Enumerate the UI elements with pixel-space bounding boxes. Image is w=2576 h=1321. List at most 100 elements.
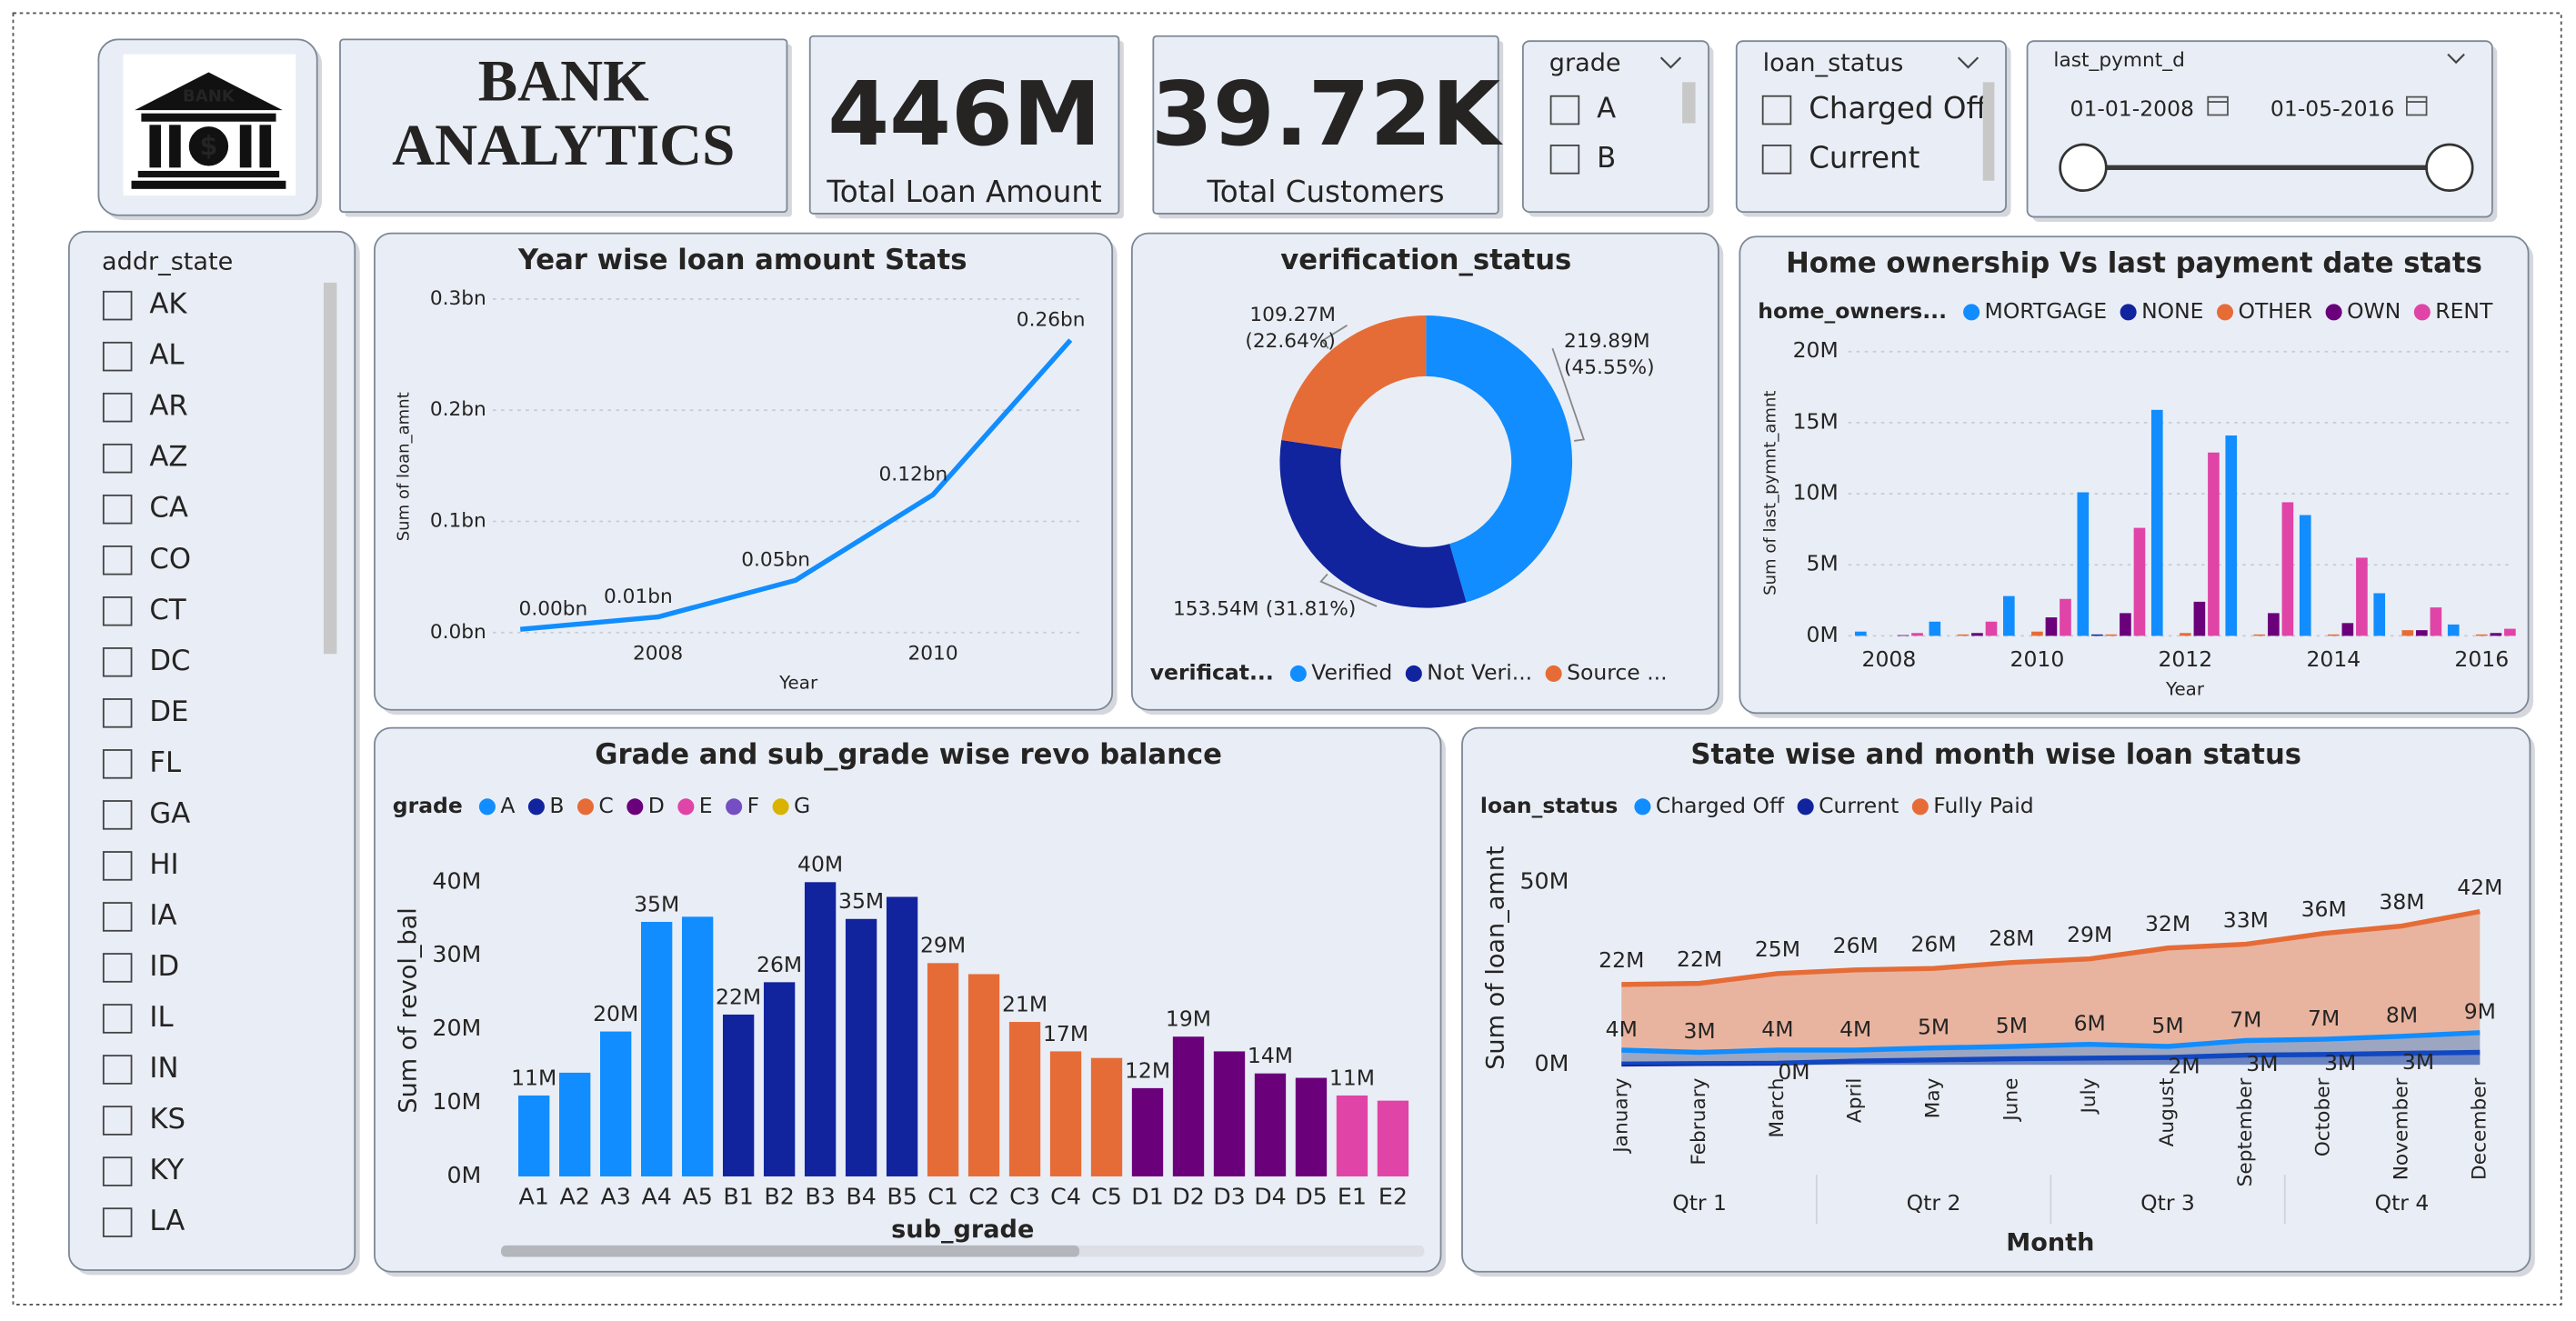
y-tick-label: 0.2bn: [430, 398, 486, 421]
checkbox[interactable]: [102, 341, 133, 372]
x-tick-label: January: [1609, 1077, 1632, 1154]
checkbox[interactable]: [102, 1156, 133, 1186]
legend-label: NONE: [2141, 298, 2203, 324]
x-group-label: Qtr 1: [1672, 1190, 1727, 1216]
data-label: 36M: [2301, 896, 2347, 922]
y-tick-label: 20M: [1793, 337, 1839, 363]
range-handle[interactable]: [2059, 143, 2108, 192]
y-axis-title: Sum of loan_amnt: [394, 392, 413, 541]
checkbox[interactable]: [102, 953, 133, 983]
dropdown-chevron[interactable]: [1659, 56, 1682, 69]
checkbox[interactable]: [102, 1004, 133, 1034]
checkbox[interactable]: [102, 698, 133, 728]
y-tick-label: 10M: [432, 1088, 481, 1115]
dropdown-chevron[interactable]: [2447, 53, 2465, 65]
checkbox[interactable]: [102, 392, 133, 423]
x-tick-label: C1: [927, 1183, 958, 1209]
slicer-item: B: [1597, 142, 1616, 175]
bar: [1090, 1057, 1123, 1176]
x-tick-label: August: [2156, 1078, 2179, 1147]
slicer-item: IA: [149, 899, 176, 932]
checkbox[interactable]: [102, 851, 133, 881]
data-label: 25M: [1755, 936, 1800, 962]
bar: [2268, 613, 2280, 636]
checkbox[interactable]: [1549, 95, 1580, 125]
slicer-item: Charged Off: [1809, 91, 1988, 125]
x-tick-label: D1: [1131, 1183, 1164, 1209]
range-handle[interactable]: [2425, 143, 2474, 192]
percent-label: (31.81%): [1266, 597, 1357, 620]
checkbox[interactable]: [102, 1055, 133, 1085]
checkbox[interactable]: [102, 596, 133, 626]
checkbox[interactable]: [102, 545, 133, 575]
x-tick-label: March: [1766, 1078, 1789, 1138]
checkbox[interactable]: [1549, 145, 1580, 175]
bar: [640, 922, 673, 1176]
checkbox[interactable]: [1761, 95, 1792, 125]
kpi-card: [808, 35, 1120, 215]
legend-marker: [1545, 665, 1562, 682]
bar: [1336, 1095, 1368, 1176]
data-label: 0M: [1778, 1059, 1809, 1085]
legend-label: B: [549, 793, 564, 818]
data-label: 22M: [716, 984, 761, 1009]
area-fill: [1621, 911, 2481, 1066]
calendar-icon[interactable]: [2207, 95, 2229, 116]
checkbox[interactable]: [102, 443, 133, 474]
slicer-title: addr_state: [102, 248, 233, 276]
dropdown-chevron[interactable]: [1957, 56, 1980, 69]
kpi-value: 446M: [827, 63, 1101, 166]
legend-marker: [527, 798, 545, 816]
checkbox[interactable]: [102, 749, 133, 779]
checkbox[interactable]: [102, 800, 133, 830]
legend-label: RENT: [2435, 298, 2493, 324]
logo-step: [137, 170, 280, 178]
kpi-value: 39.72K: [1151, 63, 1504, 166]
bar: [2150, 409, 2163, 636]
slicer-item: CT: [149, 594, 185, 626]
bar: [2060, 598, 2071, 636]
checkbox[interactable]: [102, 647, 133, 677]
legend-label: Charged Off: [1656, 793, 1785, 818]
x-tick-label: November: [2390, 1077, 2412, 1180]
x-tick-label: E2: [1378, 1183, 1408, 1209]
data-label: 29M: [2067, 922, 2112, 947]
scrollbar: [1982, 82, 1995, 181]
bar: [1377, 1100, 1409, 1176]
bar: [2490, 633, 2502, 636]
legend-label: A: [500, 793, 515, 818]
checkbox[interactable]: [102, 1207, 133, 1237]
legend-marker: [1911, 798, 1929, 816]
x-tick-label: July: [2078, 1077, 2100, 1115]
logo-roof: [135, 72, 283, 111]
x-tick-label: A3: [600, 1183, 630, 1209]
x-tick-label: C5: [1091, 1183, 1122, 1209]
y-tick-label: 0.3bn: [430, 287, 486, 310]
kpi-label: Total Customers: [1206, 175, 1444, 209]
legend-marker: [726, 798, 743, 816]
legend-marker: [677, 798, 695, 816]
checkbox[interactable]: [102, 494, 133, 525]
scroll-thumb[interactable]: [501, 1245, 1080, 1257]
data-label: 40M: [797, 852, 843, 877]
checkbox[interactable]: [102, 1106, 133, 1136]
x-tick-label: C2: [968, 1183, 999, 1209]
checkbox[interactable]: [102, 290, 133, 321]
data-label: 28M: [1989, 926, 2034, 951]
checkbox[interactable]: [102, 902, 133, 932]
x-tick-label: 2008: [1862, 646, 1917, 672]
bar: [2208, 452, 2220, 636]
checkbox[interactable]: [1761, 145, 1792, 175]
x-tick-label: May: [1922, 1077, 1945, 1118]
y-tick-label: 5M: [1807, 551, 1839, 576]
bar: [2447, 624, 2460, 636]
bar: [2430, 607, 2442, 636]
calendar-icon[interactable]: [2406, 95, 2428, 116]
slicer-item: FL: [149, 746, 181, 779]
x-tick-label: D5: [1295, 1183, 1328, 1209]
bar: [1049, 1051, 1082, 1176]
legend-label: Not Veri...: [1427, 659, 1532, 685]
x-tick-label: 2008: [633, 642, 683, 665]
dashboard-title: BANK: [478, 49, 649, 115]
bar: [804, 882, 837, 1176]
